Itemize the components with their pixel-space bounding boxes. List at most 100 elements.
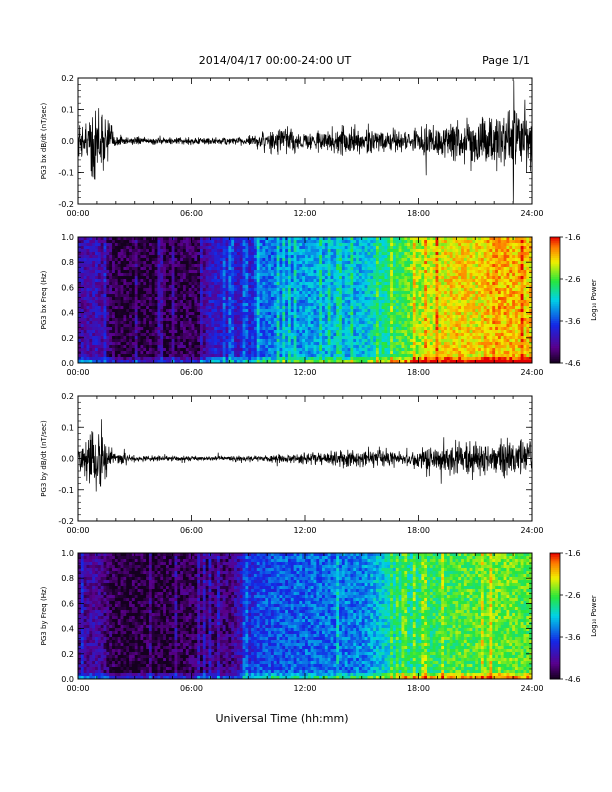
spectrogram-cell bbox=[310, 279, 314, 283]
spectrogram-cell bbox=[140, 285, 144, 289]
spectrogram-cell bbox=[112, 246, 116, 250]
spectrogram-cell bbox=[339, 306, 343, 310]
spectrogram-cell bbox=[395, 258, 400, 262]
spectrogram-cell bbox=[180, 297, 184, 301]
spectrogram-cell bbox=[370, 264, 374, 268]
spectrogram-cell bbox=[273, 327, 278, 331]
spectrogram-cell bbox=[236, 288, 241, 292]
spectrogram-cell bbox=[174, 237, 178, 241]
spectrogram-cell bbox=[268, 255, 272, 259]
spectrogram-cell bbox=[282, 357, 286, 361]
spectrogram-cell bbox=[168, 339, 173, 343]
spectrogram-cell bbox=[234, 267, 238, 271]
spectrogram-cell bbox=[117, 240, 121, 244]
spectrogram-cell bbox=[279, 300, 283, 304]
spectrogram-cell bbox=[222, 246, 226, 250]
spectrogram-cell bbox=[123, 306, 127, 310]
spectrogram-cell bbox=[234, 309, 238, 313]
spectrogram-cell bbox=[86, 315, 90, 319]
spectrogram-cell bbox=[157, 339, 161, 343]
spectrogram-cell bbox=[336, 255, 340, 259]
spectrogram-cell bbox=[163, 300, 167, 304]
spectrogram-cell bbox=[398, 267, 402, 271]
spectrogram-cell bbox=[273, 339, 278, 343]
spectrogram-cell bbox=[287, 342, 292, 346]
spectrogram-cell bbox=[347, 288, 351, 292]
spectrogram-cell bbox=[165, 321, 170, 325]
spectrogram-cell bbox=[344, 345, 348, 349]
spectrogram-cell bbox=[100, 309, 104, 313]
spectrogram-cell bbox=[279, 270, 283, 274]
spectrogram-cell bbox=[80, 294, 85, 298]
spectrogram-cell bbox=[324, 249, 329, 253]
spectrogram-cell bbox=[259, 294, 263, 298]
spectrogram-cell bbox=[182, 243, 187, 247]
spectrogram-cell bbox=[86, 312, 90, 316]
spectrogram-cell bbox=[253, 306, 258, 310]
spectrogram-cell bbox=[160, 339, 164, 343]
spectrogram-cell bbox=[143, 288, 147, 292]
spectrogram-cell bbox=[100, 240, 104, 244]
spectrogram-cell bbox=[251, 315, 255, 319]
spectrogram-cell bbox=[188, 324, 192, 328]
spectrogram-cell bbox=[324, 330, 329, 334]
spectrogram-cell bbox=[353, 321, 357, 325]
spectrogram-cell bbox=[234, 312, 238, 316]
spectrogram-cell bbox=[353, 285, 357, 289]
spectrogram-cell bbox=[168, 246, 173, 250]
spectrogram-cell bbox=[143, 282, 147, 286]
spectrogram-cell bbox=[296, 351, 300, 355]
spectrogram-cell bbox=[171, 285, 175, 289]
spectrogram-cell bbox=[239, 309, 243, 313]
spectrogram-cell bbox=[356, 291, 360, 295]
spectrogram-cell bbox=[146, 309, 150, 313]
spectrogram-cell bbox=[390, 243, 394, 247]
spectrogram-cell bbox=[123, 285, 127, 289]
spectrogram-cell bbox=[140, 246, 144, 250]
spectrogram-cell bbox=[373, 240, 377, 244]
spectrogram-cell bbox=[154, 354, 158, 358]
spectrogram-cell bbox=[336, 336, 340, 340]
spectrogram-cell bbox=[285, 243, 289, 247]
spectrogram-cell bbox=[182, 294, 187, 298]
spectrogram-cell bbox=[398, 237, 402, 241]
spectrogram-cell bbox=[350, 336, 354, 340]
spectrogram-cell bbox=[265, 279, 269, 283]
spectrogram-cell bbox=[234, 297, 238, 301]
spectrogram-cell bbox=[148, 360, 153, 364]
spectrogram-cell bbox=[214, 288, 218, 292]
spectrogram-cell bbox=[341, 312, 346, 316]
spectrogram-cell bbox=[180, 327, 184, 331]
spectrogram-cell bbox=[239, 258, 243, 262]
spectrogram-cell bbox=[234, 357, 238, 361]
spectrogram-cell bbox=[361, 360, 365, 364]
spectrogram-cell bbox=[146, 303, 150, 307]
spectrogram-cell bbox=[228, 264, 232, 268]
spectrogram-cell bbox=[353, 273, 357, 277]
spectrogram-cell bbox=[174, 339, 178, 343]
spectrogram-cell bbox=[282, 330, 286, 334]
spectrogram-cell bbox=[200, 357, 204, 361]
spectrogram-cell bbox=[392, 300, 397, 304]
spectrogram-cell bbox=[194, 282, 198, 286]
spectrogram-cell bbox=[134, 249, 138, 253]
spectrogram-cell bbox=[131, 270, 136, 274]
spectrogram-cell bbox=[120, 252, 124, 256]
spectrogram-cell bbox=[137, 237, 141, 241]
spectrogram-cell bbox=[276, 258, 280, 262]
spectrogram-cell bbox=[208, 279, 212, 283]
spectrogram-cell bbox=[163, 315, 167, 319]
spectrogram-cell bbox=[242, 285, 246, 289]
spectrogram-cell bbox=[214, 309, 218, 313]
spectrogram-cell bbox=[370, 258, 374, 262]
spectrogram-cell bbox=[157, 258, 161, 262]
spectrogram-cell bbox=[95, 243, 99, 247]
spectrogram-cell bbox=[89, 327, 93, 331]
spectrogram-cell bbox=[293, 354, 297, 358]
spectrogram-cell bbox=[160, 246, 164, 250]
spectrogram-cell bbox=[327, 324, 331, 328]
spectrogram-cell bbox=[262, 354, 266, 358]
spectrogram-cell bbox=[392, 261, 397, 265]
spectrogram-cell bbox=[305, 324, 309, 328]
spectrogram-cell bbox=[160, 267, 164, 271]
